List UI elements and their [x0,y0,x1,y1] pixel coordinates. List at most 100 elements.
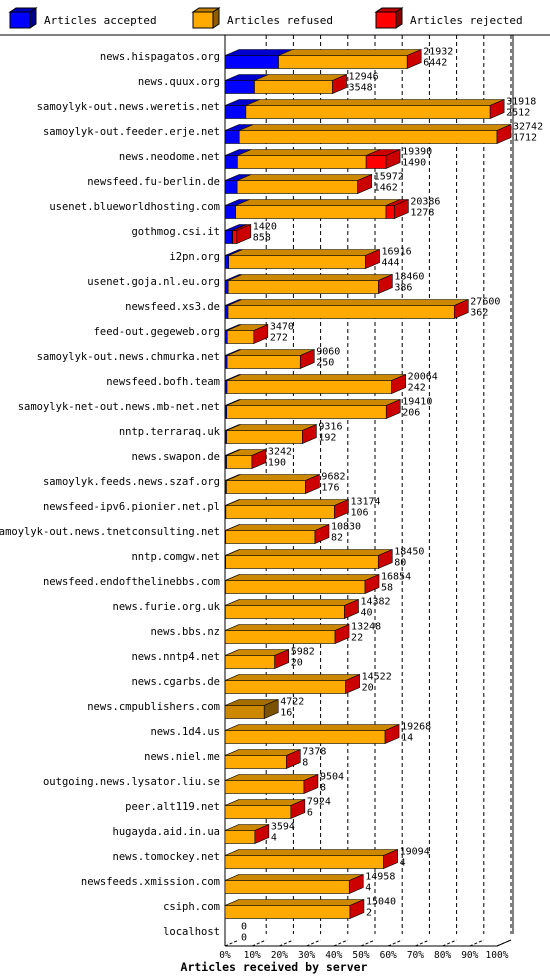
bar-refused-top [225,574,380,581]
bar-end-cap [378,274,393,294]
tick-label: 100% [486,950,509,961]
tick-label: 60% [380,950,397,961]
tick-mark [360,939,376,947]
value-total: 4722 [280,697,304,708]
bar-end-cap [345,674,360,694]
category-label: csiph.com [163,901,220,913]
category-label: samoylyk.feeds.news.szaf.org [43,476,220,488]
bar-end-cap [285,749,301,769]
bar-accepted [224,130,240,144]
value-accepted: 4 [271,833,277,844]
value-total: 14958 [365,872,395,883]
bar-refused-top [225,599,359,606]
bar-end-cap [385,149,401,169]
bar-end-cap [253,324,269,344]
legend-swatch [9,11,31,29]
category-label: feed-out.gegeweb.org [94,326,220,338]
value-total: 1420 [253,222,277,233]
legend-swatch [192,11,214,29]
value-total: 32742 [513,122,543,133]
tick-mark [252,939,267,947]
bar-end-cap [496,124,512,144]
value-accepted: 14 [401,733,413,744]
value-total: 31918 [506,97,536,108]
value-accepted: 4 [365,883,371,894]
category-label: newsfeed.fu-berlin.de [87,176,220,188]
bar-accepted [224,255,229,269]
value-total: 19410 [402,397,432,408]
category-label: samoylyk-net-out.news.mb-net.net [18,401,220,413]
value-total: 0 [241,922,247,933]
bar-refused-top [228,249,380,256]
category-label: newsfeed-ipv6.pionier.net.pl [43,501,220,513]
bar-refused-top [224,899,365,906]
value-accepted: 58 [381,583,393,594]
bar-refused [236,180,358,194]
value-accepted: 272 [270,333,288,344]
bar-refused [226,380,392,394]
bar-refused-top [224,849,398,856]
bar-end-cap [489,99,505,119]
value-accepted: 8 [320,783,326,794]
bar-accepted [224,205,236,219]
category-label: nntp.terraraq.uk [119,426,221,438]
bar-end-cap [383,849,398,869]
category-label: i2pn.org [169,251,220,263]
tick-label: 70% [407,950,424,961]
value-accepted: 16 [280,708,292,719]
bar-refused-top [235,199,401,206]
legend-item: Articles refused [191,7,333,29]
bar-refused [224,780,305,794]
bar-refused [237,155,367,169]
value-total: 13174 [350,497,380,508]
bar-end-cap [406,49,422,69]
bar-rejected [365,155,387,169]
bar-end-cap [377,549,393,569]
category-label: news.tomockey.net [113,851,220,863]
value-accepted: 8 [302,758,308,769]
category-label: news.cmpublishers.com [87,701,220,713]
tick-label: 40% [325,950,342,961]
bar-refused [224,905,351,919]
value-accepted: 22 [351,633,363,644]
bar-refused [226,355,301,369]
x-axis: 0% 10% 20% 30% 40% 50% 60% 70% 80% 90% 100% [219,939,512,961]
category-label: news.furie.org.uk [113,601,221,613]
value-total: 19390 [402,147,432,158]
value-total: 19268 [401,722,431,733]
category-label: news.quux.org [138,76,220,88]
legend: Articles accepted Articles refused Article… [8,7,523,29]
bar-refused [224,830,256,844]
bar-refused-top [225,624,350,631]
bar-end-cap [364,574,380,594]
bar-end-cap [357,174,372,194]
bar-refused [224,805,292,819]
value-total: 12946 [349,72,379,83]
bar-refused-top [225,499,349,506]
value-accepted: 190 [268,458,286,469]
bar-refused [226,330,255,344]
bar-empty [224,705,265,719]
bar-refused [227,280,379,294]
bar-refused [228,255,366,269]
bar-accepted [224,105,247,119]
bar-end-cap [344,599,359,619]
bar-end-cap [274,649,289,669]
bar-refused-top [237,149,381,156]
bar-end-cap [453,299,469,319]
bar-refused [224,755,287,769]
category-label: newsfeed.bofh.team [106,376,220,388]
bar-end-cap [314,524,330,544]
bar-end-cap [394,199,409,219]
tick-label: 80% [434,950,451,961]
